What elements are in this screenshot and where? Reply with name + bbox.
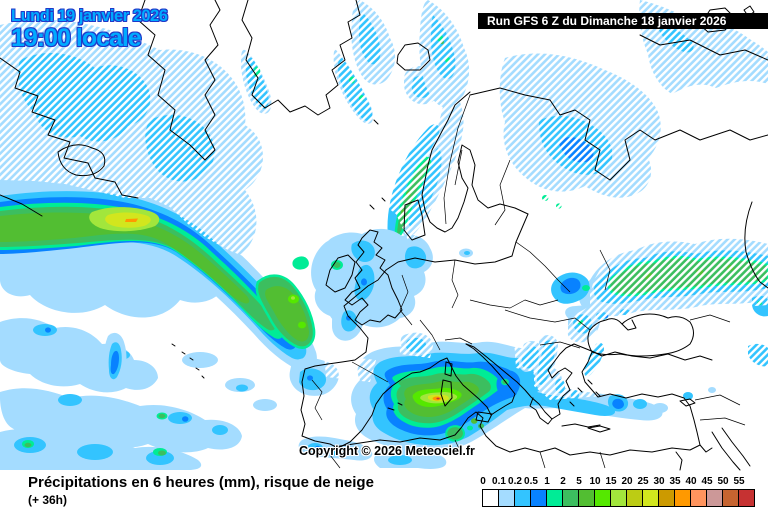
legend-step-10: 10 [589, 476, 611, 506]
legend-tick-label: 15 [605, 476, 617, 487]
legend-step-55: 55 [733, 476, 754, 506]
legend-step-1: 1 [544, 476, 563, 506]
forecast-hour: (+ 36h) [28, 493, 68, 507]
legend-tick-label: 0.2 [508, 476, 522, 487]
legend-tick-label: 2 [560, 476, 566, 487]
legend-swatch-row: 0 0.1 0.2 0.5 1 2 5 10 15 20 25 30 35 40 45 50 55 [480, 476, 755, 507]
legend-tick-label: 35 [669, 476, 681, 487]
snow-hatch-layer [0, 0, 768, 400]
legend-tick-label: 1 [544, 476, 550, 487]
legend-tick-label: 5 [576, 476, 582, 487]
map-caption: Précipitations en 6 heures (mm), risque … [28, 474, 374, 491]
legend-step-25: 25 [637, 476, 659, 506]
legend-step-20: 20 [621, 476, 643, 506]
legend-tick-label: 0.5 [524, 476, 538, 487]
valid-time-overlay: Lundi 19 janvier 2026 19:00 locale [11, 7, 168, 53]
legend-scale: 0 0.1 0.2 0.5 1 2 5 10 15 20 25 30 35 40 45 50 55 [480, 472, 762, 510]
model-run-bar: Run GFS 6 Z du Dimanche 18 janvier 2026 [478, 13, 768, 29]
valid-hour-text: 19:00 locale [11, 24, 142, 53]
forecast-map [0, 0, 768, 472]
legend-tick-label: 45 [701, 476, 713, 487]
legend-step-45: 45 [701, 476, 723, 506]
legend-tick-label: 30 [653, 476, 665, 487]
legend-step-0: 0 [480, 476, 499, 506]
legend-step-35: 35 [669, 476, 691, 506]
legend-tick-label: 0 [480, 476, 486, 487]
legend-tick-label: 20 [621, 476, 633, 487]
legend-step-15: 15 [605, 476, 627, 506]
border-layer [311, 94, 746, 469]
legend-step-30: 30 [653, 476, 675, 506]
model-run-text: Run GFS 6 Z du Dimanche 18 janvier 2026 [487, 14, 727, 28]
legend-tick-label: 40 [685, 476, 697, 487]
legend-tick-label: 50 [717, 476, 729, 487]
valid-date-text: Lundi 19 janvier 2026 [11, 7, 168, 25]
legend-tick-label: 55 [733, 476, 745, 487]
legend-step-40: 40 [685, 476, 707, 506]
legend-tick-label: 25 [637, 476, 649, 487]
legend-step-0.5: 0.5 [524, 476, 547, 506]
map-canvas [0, 0, 768, 472]
legend-step-2: 2 [560, 476, 579, 506]
legend-tick-label: 0.1 [492, 476, 506, 487]
legend-step-50: 50 [717, 476, 739, 506]
legend-step-5: 5 [576, 476, 595, 506]
legend-tick-label: 10 [589, 476, 601, 487]
copyright-text: Copyright © 2026 Meteociel.fr [299, 444, 475, 458]
coastline-layer [0, 0, 768, 471]
legend-step-0.1: 0.1 [492, 476, 515, 506]
legend-step-0.2: 0.2 [508, 476, 531, 506]
